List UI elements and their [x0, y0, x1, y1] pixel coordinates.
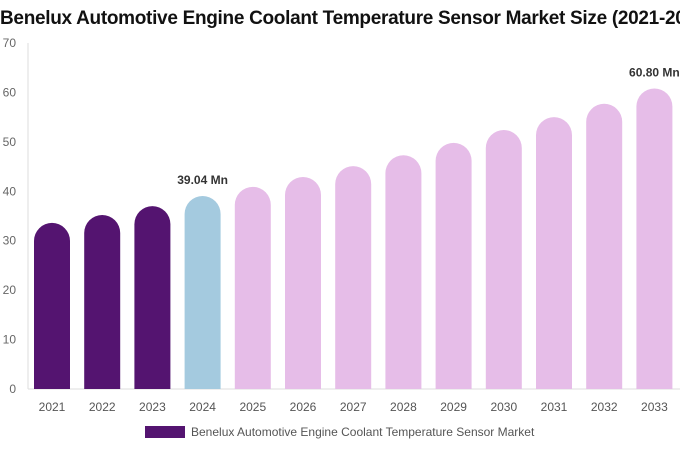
y-tick-label: 30	[3, 234, 17, 248]
x-tick-label: 2031	[541, 400, 568, 414]
bar-2026	[285, 176, 321, 389]
x-tick-label: 2023	[139, 400, 166, 414]
y-tick-label: 20	[3, 283, 17, 297]
y-tick-label: 40	[3, 184, 17, 198]
x-tick-label: 2028	[390, 400, 417, 414]
x-tick-label: 2022	[89, 400, 116, 414]
y-tick-label: 60	[3, 85, 17, 99]
bar-2031	[536, 117, 572, 389]
bar-2030	[485, 129, 522, 389]
bar-2024	[184, 196, 221, 389]
data-label: 39.04 Mn	[177, 173, 228, 187]
data-label: 60.80 Mn	[629, 65, 680, 79]
chart-title: Benelux Automotive Engine Coolant Temper…	[0, 8, 680, 29]
bar-2027	[335, 166, 372, 389]
y-tick-label: 10	[3, 333, 17, 347]
legend-swatch	[145, 426, 185, 438]
x-tick-label: 2032	[591, 400, 618, 414]
x-tick-label: 2025	[239, 400, 266, 414]
legend-label: Benelux Automotive Engine Coolant Temper…	[191, 425, 535, 439]
bar-2032	[586, 103, 623, 389]
x-tick-label: 2033	[641, 400, 668, 414]
y-tick-label: 50	[3, 135, 17, 149]
bar-2023	[134, 206, 171, 389]
y-tick-label: 0	[9, 382, 16, 396]
bar-2021	[34, 222, 70, 389]
bar-2028	[385, 155, 422, 389]
y-tick-label: 70	[3, 36, 17, 50]
x-tick-label: 2021	[39, 400, 66, 414]
bar-2022	[84, 215, 121, 389]
bar-2025	[234, 186, 271, 389]
bar-2029	[435, 142, 472, 389]
legend: Benelux Automotive Engine Coolant Temper…	[145, 425, 534, 439]
x-tick-label: 2030	[490, 400, 517, 414]
x-tick-label: 2026	[290, 400, 317, 414]
bar-2033	[636, 88, 673, 389]
x-tick-label: 2024	[189, 400, 216, 414]
x-tick-label: 2027	[340, 400, 367, 414]
x-tick-label: 2029	[440, 400, 467, 414]
